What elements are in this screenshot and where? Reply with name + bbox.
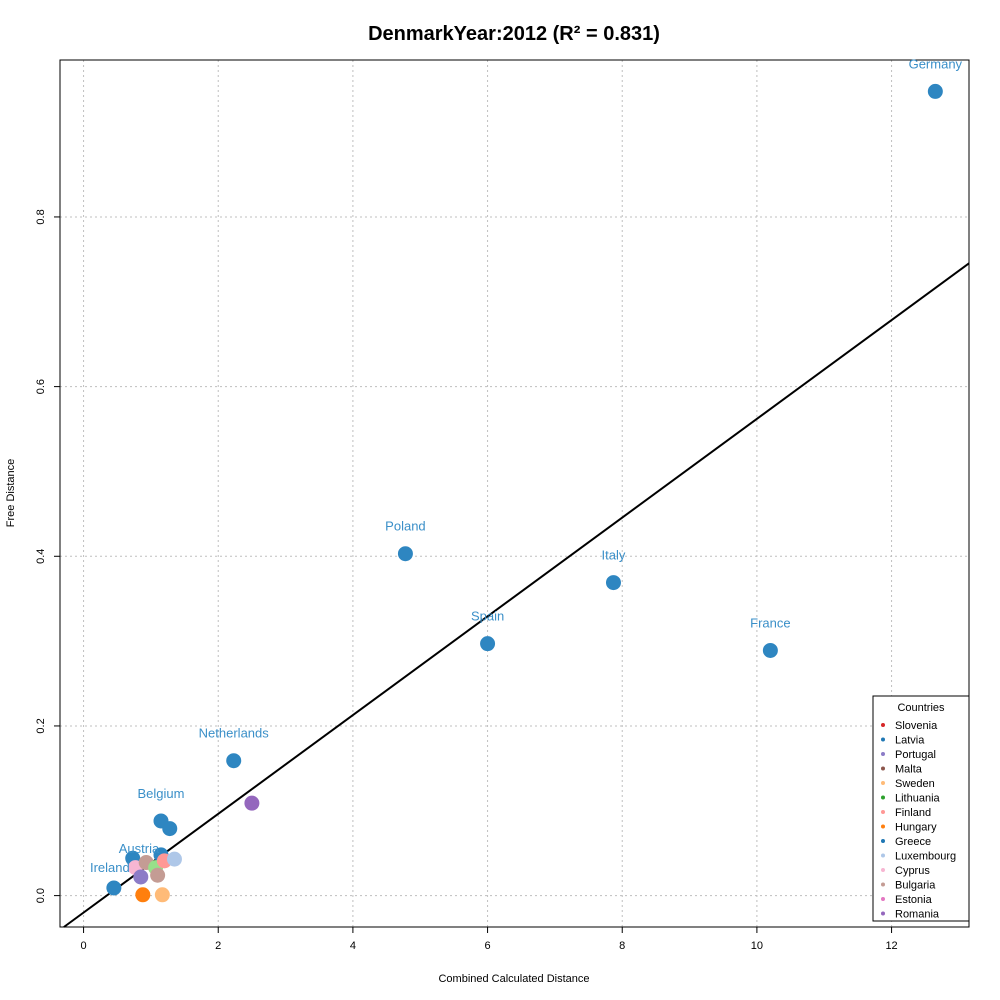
data-point [150,867,166,883]
data-point [397,546,413,562]
point-label: Germany [909,56,963,71]
legend-marker [881,737,885,742]
data-point [762,642,778,658]
data-point [927,83,943,99]
data-point [154,887,170,903]
x-tick-label: 12 [885,940,897,952]
legend-entry-label: Sweden [895,778,935,790]
y-tick-label: 0.8 [35,209,47,224]
point-labels: Germany Poland Italy Spain France Netherlands… [90,56,963,875]
x-tick-label: 2 [215,940,221,952]
legend-entry-label: Malta [895,764,923,776]
legend-marker [881,853,885,858]
x-tick-label: 4 [350,940,356,952]
legend-entry-label: Finland [895,807,931,819]
legend-entry-label: Romania [895,909,940,921]
y-tick-label: 0.6 [35,379,47,394]
y-tick-label: 0.0 [35,888,47,903]
x-axis: 0 2 4 6 8 10 12 [81,927,898,952]
point-label: Ireland [90,860,130,875]
data-point [135,887,151,903]
regression-line [63,262,970,928]
y-tick-label: 0.4 [35,549,47,564]
point-label: Italy [602,548,626,563]
data-points [106,83,943,903]
point-label: Spain [471,609,504,624]
data-point [480,636,496,652]
y-tick-label: 0.2 [35,718,47,733]
legend-marker [881,781,885,785]
data-point [166,851,182,867]
point-label: France [750,615,790,630]
point-label: Netherlands [199,726,270,741]
legend-entry-label: Portugal [895,749,936,761]
x-tick-label: 10 [751,940,763,952]
legend-title: Countries [897,702,945,714]
y-axis-label: Free Distance [5,459,17,527]
legend-entry-label: Slovenia [895,720,938,732]
legend-entry-label: Bulgaria [895,880,936,892]
legend-marker [881,882,885,887]
legend-marker [881,824,885,829]
legend-entry-label: Lithuania [895,793,941,805]
y-axis: 0.0 0.2 0.4 0.6 0.8 [35,209,60,903]
legend-marker [881,897,885,901]
legend-marker [881,795,885,800]
point-label: Belgium [138,786,185,801]
legend-marker [881,839,885,843]
legend-marker [881,766,885,771]
data-point [162,821,178,837]
regression-line-segment [63,262,970,928]
chart-title: DenmarkYear:2012 (R² = 0.831) [368,23,660,45]
data-point [244,795,260,811]
grid-lines [60,60,969,927]
legend-entry-label: Greece [895,836,931,848]
legend-marker [881,911,885,916]
legend-marker [881,752,885,756]
x-tick-label: 8 [619,940,625,952]
point-label: Austria [119,841,160,856]
point-label: Poland [385,519,425,534]
legend-marker [881,723,885,727]
legend-entry-label: Estonia [895,894,933,906]
x-tick-label: 0 [81,940,87,952]
data-point [106,880,122,896]
legend-entry-label: Latvia [895,735,925,747]
legend-marker [881,868,885,872]
legend-entry-label: Luxembourg [895,851,956,863]
legend-entry-label: Cyprus [895,865,930,877]
x-tick-label: 6 [485,940,491,952]
legend-entry-label: Hungary [895,822,937,834]
legend-box [872,695,970,922]
legend-marker [881,810,885,814]
data-point [226,753,242,769]
legend: Countries Slovenia Latvia Portugal Malta Swe… [872,695,970,922]
data-point [133,869,149,885]
plot-frame [59,59,970,928]
data-point [605,575,621,591]
legend-entries: Slovenia Latvia Portugal Malta Sweden Lithuan… [881,720,956,921]
x-axis-label: Combined Calculated Distance [438,973,589,985]
